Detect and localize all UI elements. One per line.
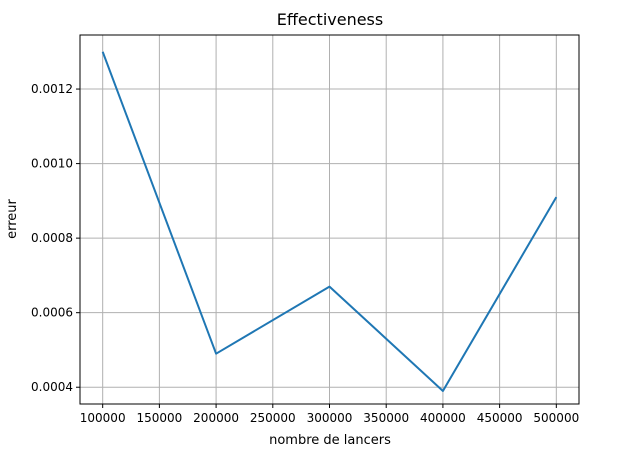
x-tick-label: 100000	[80, 411, 126, 425]
x-axis-label: nombre de lancers	[269, 433, 391, 448]
y-tick-label: 0.0008	[31, 231, 73, 245]
x-tick-label: 150000	[136, 411, 182, 425]
x-tick-label: 350000	[363, 411, 409, 425]
x-tick-label: 500000	[533, 411, 579, 425]
x-tick-label: 450000	[477, 411, 523, 425]
y-tick-label: 0.0012	[31, 82, 73, 96]
y-tick-label: 0.0004	[31, 380, 73, 394]
x-ticks: 100000 150000 200000 250000 300000 350000 4000…	[80, 404, 579, 425]
grid	[80, 35, 579, 404]
x-tick-label: 400000	[420, 411, 466, 425]
x-tick-label: 200000	[193, 411, 239, 425]
chart-title: Effectiveness	[277, 10, 383, 29]
y-ticks: 0.0004 0.0006 0.0008 0.0010 0.0012	[31, 82, 80, 394]
y-tick-label: 0.0006	[31, 306, 73, 320]
y-axis-label: erreur	[5, 198, 20, 238]
x-tick-label: 250000	[250, 411, 296, 425]
y-tick-label: 0.0010	[31, 157, 73, 171]
x-tick-label: 300000	[307, 411, 353, 425]
